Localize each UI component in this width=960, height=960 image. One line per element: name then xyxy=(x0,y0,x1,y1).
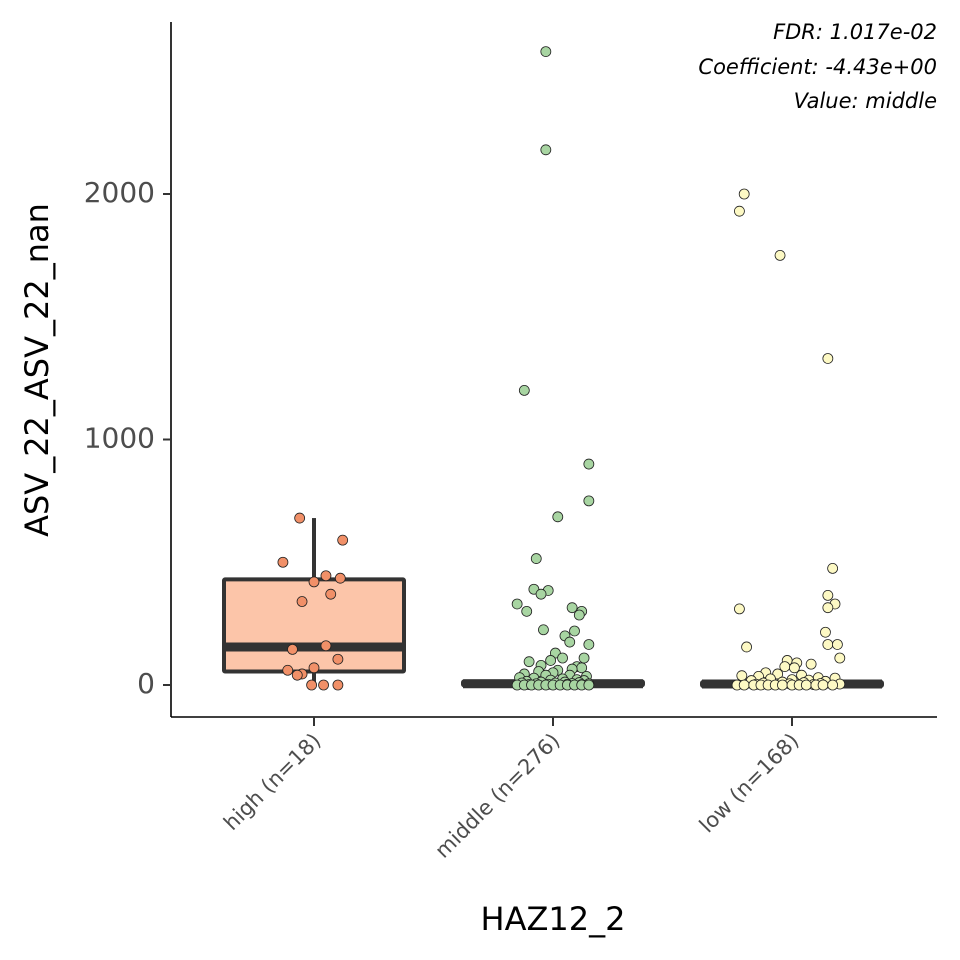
y-tick-label: 1000 xyxy=(84,422,155,455)
data-point-low xyxy=(817,679,829,691)
data-point-low xyxy=(734,603,745,615)
data-point-low xyxy=(820,626,831,638)
data-point-low xyxy=(822,602,834,614)
data-point-high xyxy=(320,640,332,652)
data-point-low xyxy=(832,639,843,650)
data-point-middle xyxy=(518,384,530,396)
data-point-high xyxy=(287,644,298,655)
data-point-middle xyxy=(569,625,580,637)
data-point-middle xyxy=(552,511,564,523)
data-point-middle xyxy=(564,636,576,648)
data-point-high xyxy=(308,662,320,674)
data-point-middle xyxy=(557,652,568,664)
data-point-low xyxy=(734,205,745,217)
data-point-low xyxy=(822,353,834,364)
data-point-middle xyxy=(535,588,547,600)
data-point-middle xyxy=(530,553,542,564)
data-point-middle xyxy=(540,144,552,156)
data-point-middle xyxy=(583,495,595,507)
y-tick-label: 0 xyxy=(137,667,155,700)
x-tick-label-middle: middle (n=276) xyxy=(430,729,564,863)
data-point-high xyxy=(332,679,344,691)
data-point-middle xyxy=(583,679,595,691)
data-point-middle xyxy=(583,458,595,470)
x-axis-ticks: high (n=18) middle (n=276) low (n=168) xyxy=(219,717,804,863)
data-point-middle xyxy=(578,652,590,664)
data-point-low xyxy=(741,641,752,653)
data-point-high xyxy=(282,664,294,676)
x-axis-title: HAZ12_2 xyxy=(481,900,626,938)
data-point-middle xyxy=(511,598,523,610)
data-point-middle xyxy=(538,624,549,636)
data-point-high xyxy=(296,596,308,607)
data-point-high xyxy=(277,556,289,568)
data-point-high xyxy=(291,669,303,681)
x-tick-label-high: high (n=18) xyxy=(219,729,325,835)
y-axis-ticks: 0 1000 2000 xyxy=(84,176,171,700)
data-point-high xyxy=(320,570,332,582)
data-point-high xyxy=(332,653,344,665)
data-point-high xyxy=(337,534,349,546)
plot-area xyxy=(222,46,884,691)
data-point-low xyxy=(736,670,748,682)
data-point-middle xyxy=(566,602,578,614)
data-point-low xyxy=(805,658,817,670)
data-point-low xyxy=(834,652,846,664)
data-point-high xyxy=(318,679,329,691)
fdr-annotation: FDR: 1.017e-02 xyxy=(773,20,937,44)
data-point-middle xyxy=(545,655,557,666)
data-point-low xyxy=(774,249,786,261)
data-point-low xyxy=(777,679,788,691)
data-point-low xyxy=(800,679,812,691)
data-point-low xyxy=(822,639,834,650)
data-point-middle xyxy=(583,639,595,650)
y-axis-title: ASV_22_ASV_22_nan xyxy=(18,203,56,537)
data-point-low xyxy=(827,679,839,691)
data-point-high xyxy=(306,679,318,691)
y-tick-label: 2000 xyxy=(84,176,155,209)
data-point-low xyxy=(827,562,839,574)
box-high xyxy=(222,577,406,674)
data-point-high xyxy=(294,512,306,524)
data-point-high xyxy=(334,572,346,584)
value-annotation: Value: middle xyxy=(794,89,937,113)
data-point-middle xyxy=(523,656,535,668)
data-point-middle xyxy=(540,46,552,58)
data-point-low xyxy=(738,679,750,691)
data-point-high xyxy=(325,588,337,600)
x-tick-label-low: low (n=168) xyxy=(695,729,804,838)
data-point-low xyxy=(822,589,834,601)
data-point-low xyxy=(738,188,750,200)
coefficient-annotation: Coefficient: -4.43e+00 xyxy=(698,55,937,79)
data-point-middle xyxy=(521,605,533,617)
data-point-high xyxy=(308,576,320,588)
data-point-low xyxy=(788,662,800,674)
data-point-middle xyxy=(573,609,585,621)
